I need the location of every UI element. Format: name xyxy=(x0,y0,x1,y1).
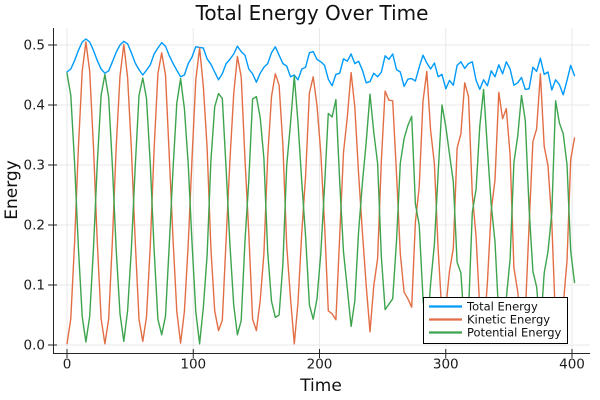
tick-label-layer: 0 100 200 300 400 0.0 0.1 0.2 0.3 0.4 0.5 xyxy=(24,38,585,373)
series-layer xyxy=(66,38,576,345)
chart-title: Total Energy Over Time xyxy=(195,1,429,25)
y-tick-label: 0.0 xyxy=(24,338,45,354)
x-tick-label: 100 xyxy=(180,357,206,373)
y-axis-label: Energy xyxy=(2,160,22,220)
axes xyxy=(48,28,590,358)
legend-label-kinetic-energy: Kinetic Energy xyxy=(467,313,550,327)
legend: Total Energy Kinetic Energy Potential En… xyxy=(423,297,568,344)
series-line-potential-energy xyxy=(66,72,576,345)
y-tick-label: 0.2 xyxy=(24,218,45,234)
y-tick-label: 0.4 xyxy=(24,98,45,114)
y-tick-label: 0.5 xyxy=(24,38,45,54)
legend-label-total-energy: Total Energy xyxy=(466,300,538,314)
series-line-kinetic-energy xyxy=(66,41,576,345)
y-tick-label: 0.3 xyxy=(24,158,45,174)
x-tick-label: 300 xyxy=(433,357,459,373)
series-line-total-energy xyxy=(66,38,576,96)
y-tick-label: 0.1 xyxy=(24,278,45,294)
x-tick-label: 400 xyxy=(559,357,585,373)
tick-layer xyxy=(48,44,573,358)
legend-label-potential-energy: Potential Energy xyxy=(467,326,561,340)
x-tick-label: 0 xyxy=(63,357,72,373)
x-tick-label: 200 xyxy=(307,357,333,373)
x-axis-label: Time xyxy=(299,376,342,396)
